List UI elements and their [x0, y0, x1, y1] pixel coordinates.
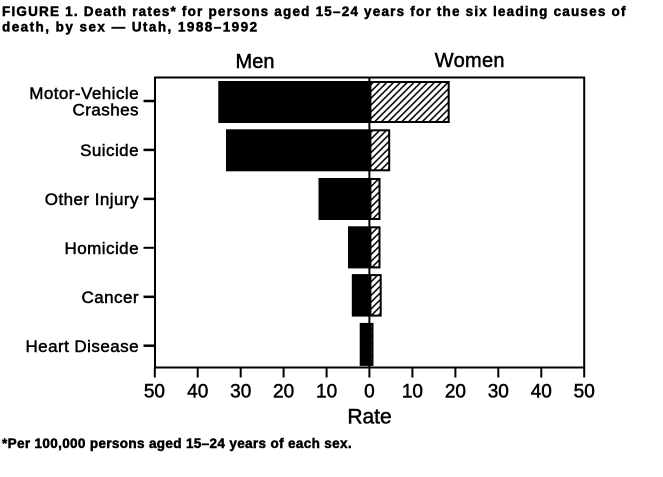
svg-text:Crashes: Crashes: [73, 101, 139, 120]
svg-text:10: 10: [402, 382, 423, 403]
svg-text:40: 40: [187, 382, 208, 403]
svg-text:FIGURE 1. Death rates* for per: FIGURE 1. Death rates* for persons aged …: [2, 4, 627, 19]
svg-text:Rate: Rate: [347, 406, 391, 429]
svg-text:50: 50: [574, 382, 595, 403]
svg-text:Heart Disease: Heart Disease: [25, 337, 139, 356]
svg-text:Other Injury: Other Injury: [45, 190, 139, 209]
svg-text:Men: Men: [236, 51, 275, 73]
svg-text:death, by sex — Utah, 1988–199: death, by sex — Utah, 1988–1992: [2, 20, 259, 35]
svg-text:10: 10: [316, 382, 337, 403]
svg-text:Women: Women: [435, 50, 505, 72]
svg-text:40: 40: [531, 382, 552, 403]
svg-text:Suicide: Suicide: [80, 141, 139, 160]
svg-text:0: 0: [364, 382, 375, 403]
svg-text:30: 30: [488, 382, 509, 403]
svg-text:Homicide: Homicide: [65, 239, 139, 258]
svg-text:50: 50: [144, 382, 165, 403]
svg-text:*Per 100,000 persons aged 15–2: *Per 100,000 persons aged 15–24 years of…: [2, 436, 352, 451]
svg-text:20: 20: [273, 382, 294, 403]
svg-text:Motor-Vehicle: Motor-Vehicle: [29, 84, 139, 103]
svg-text:30: 30: [230, 382, 251, 403]
svg-text:20: 20: [445, 382, 466, 403]
svg-text:Cancer: Cancer: [81, 288, 139, 307]
